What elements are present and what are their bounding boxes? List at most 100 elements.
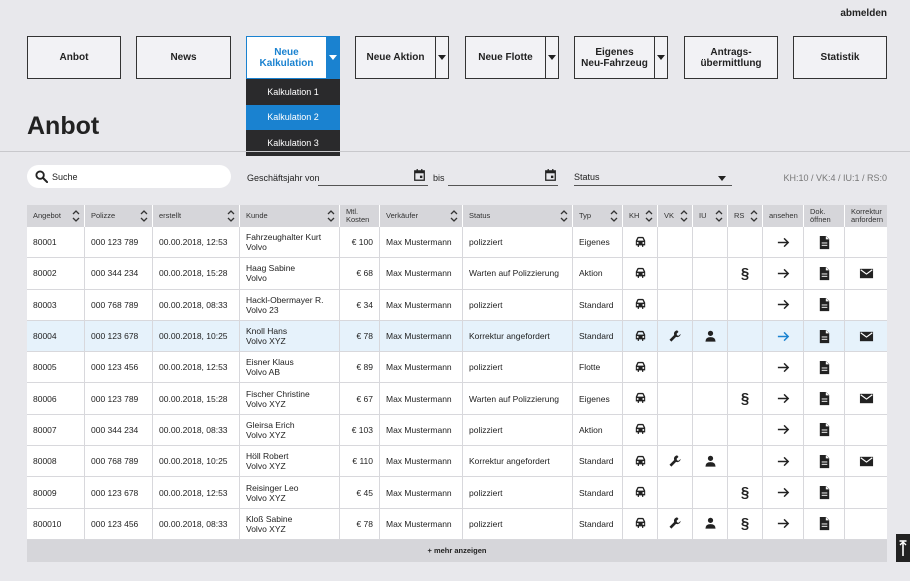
cell-kunde: Hackl-Obermayer R. Volvo 23	[240, 289, 340, 320]
table-row[interactable]: 80001 000 123 789 00.00.2018, 12:53 Fahrzeu…	[27, 227, 887, 259]
table-row[interactable]: 80006 000 123 789 00.00.2018, 15:28 Fischer…	[27, 383, 887, 415]
column-header-typ[interactable]: Typ	[573, 205, 623, 227]
chevron-down-icon[interactable]	[326, 37, 339, 78]
policy-number: 000 768 789	[91, 456, 139, 467]
column-header-angebot[interactable]: Angebot	[27, 205, 85, 227]
cell-ansehen[interactable]	[763, 477, 804, 508]
table-row[interactable]: 80007 000 344 234 00.00.2018, 08:33 Gleirsa…	[27, 414, 887, 447]
customer-name: Knoll Hans	[246, 326, 288, 337]
cell-dok[interactable]	[804, 227, 845, 258]
cell-erstellt: 00.00.2018, 12:53	[153, 352, 240, 383]
cell-vk	[658, 508, 693, 539]
cell-korrektur[interactable]	[845, 258, 887, 288]
sort-icon[interactable]	[680, 209, 688, 223]
sort-icon[interactable]	[610, 209, 618, 223]
table-row[interactable]: 800010 000 123 456 00.00.2018, 08:33 Kloß S…	[27, 508, 887, 540]
scroll-to-top-button[interactable]	[896, 534, 910, 562]
cell-kunde: Gleirsa Erich Volvo XYZ	[240, 414, 340, 446]
nav-label: Neue Flotte	[478, 52, 533, 63]
column-header-kunde[interactable]: Kunde	[240, 205, 340, 227]
sort-icon[interactable]	[72, 209, 80, 223]
dropdown-item-kalkulation-2[interactable]: Kalkulation 2	[246, 104, 340, 130]
cell-ansehen[interactable]	[763, 227, 804, 258]
cell-ansehen[interactable]	[763, 508, 804, 539]
calendar-icon[interactable]	[414, 169, 425, 181]
chevron-down-icon[interactable]	[435, 37, 448, 78]
cell-dok[interactable]	[804, 414, 845, 446]
cell-iu	[693, 446, 728, 477]
calendar-icon[interactable]	[545, 169, 556, 181]
sort-icon[interactable]	[140, 209, 148, 223]
cell-ansehen[interactable]	[763, 289, 804, 320]
cell-korrektur[interactable]	[845, 383, 887, 413]
nav-button-neue-aktion[interactable]: Neue Aktion	[355, 36, 449, 79]
table-row[interactable]: 80009 000 123 678 00.00.2018, 12:53 Reising…	[27, 477, 887, 509]
sort-icon[interactable]	[645, 209, 653, 223]
show-more-button[interactable]: + mehr anzeigen	[27, 539, 887, 562]
table-row[interactable]: 80008 000 768 789 00.00.2018, 10:25 Höll Ro…	[27, 446, 887, 478]
cell-ansehen[interactable]	[763, 320, 804, 352]
cell-erstellt: 00.00.2018, 12:53	[153, 477, 240, 508]
cell-ansehen[interactable]	[763, 383, 804, 414]
column-header-iu[interactable]: IU	[693, 205, 728, 227]
created-date: 00.00.2018, 08:33	[159, 518, 228, 529]
cell-dok[interactable]	[804, 258, 845, 289]
arrow-right-icon	[777, 300, 789, 310]
nav-button-eigenes-neu-fahrzeug[interactable]: Eigenes Neu-Fahrzeug	[574, 36, 668, 79]
cell-polizze: 000 123 456	[85, 352, 153, 383]
sort-icon[interactable]	[715, 209, 723, 223]
column-header-verkaeufer[interactable]: Verkäufer	[380, 205, 463, 227]
fiscal-year-to-input[interactable]	[448, 185, 558, 186]
sort-icon[interactable]	[450, 209, 458, 223]
sort-icon[interactable]	[750, 209, 758, 223]
nav-button-antragsuebermittlung[interactable]: Antrags- übermittlung	[684, 36, 778, 79]
cell-dok[interactable]	[804, 477, 845, 508]
fiscal-year-from-input[interactable]	[318, 185, 428, 186]
cell-ansehen[interactable]	[763, 414, 804, 446]
nav-button-news[interactable]: News	[136, 36, 231, 79]
column-header-polizze[interactable]: Polizze	[85, 205, 153, 227]
chevron-down-icon[interactable]	[545, 37, 558, 78]
nav-button-neue-kalkulation[interactable]: Neue Kalkulation	[246, 36, 340, 79]
cell-korrektur[interactable]	[845, 446, 887, 476]
column-header-vk[interactable]: VK	[658, 205, 693, 227]
column-header-rs[interactable]: RS	[728, 205, 763, 227]
column-header-status[interactable]: Status	[463, 205, 573, 227]
offer-number: 80002	[33, 268, 57, 279]
nav-button-statistik[interactable]: Statistik	[793, 36, 887, 79]
policy-number: 000 123 789	[91, 393, 139, 404]
cell-dok[interactable]	[804, 352, 845, 383]
cell-dok[interactable]	[804, 320, 845, 352]
nav-label: Antrags- übermittlung	[700, 46, 762, 69]
table-row[interactable]: 80002 000 344 234 00.00.2018, 15:28 Haag Sa…	[27, 258, 887, 290]
chevron-down-icon[interactable]	[654, 37, 667, 78]
table-row[interactable]: 80005 000 123 456 00.00.2018, 12:53 Eisner …	[27, 352, 887, 384]
sort-icon[interactable]	[560, 209, 568, 223]
column-header-kh[interactable]: KH	[623, 205, 658, 227]
column-header-erstellt[interactable]: erstellt	[153, 205, 240, 227]
cell-dok[interactable]	[804, 446, 845, 477]
status-select[interactable]: Status	[574, 172, 732, 186]
customer-name: Eisner Klaus	[246, 357, 294, 368]
nav-button-neue-flotte[interactable]: Neue Flotte	[465, 36, 559, 79]
cell-ansehen[interactable]	[763, 446, 804, 477]
logout-link[interactable]: abmelden	[840, 8, 887, 19]
sort-icon[interactable]	[327, 209, 335, 223]
cell-dok[interactable]	[804, 508, 845, 539]
monthly-cost: € 103	[351, 424, 373, 435]
nav-button-anbot[interactable]: Anbot	[27, 36, 121, 79]
table-row[interactable]: 80003 000 768 789 00.00.2018, 08:33 Hackl-O…	[27, 289, 887, 321]
cell-ansehen[interactable]	[763, 352, 804, 383]
cell-iu	[693, 414, 728, 446]
cell-dok[interactable]	[804, 383, 845, 414]
search-box[interactable]	[27, 165, 231, 188]
cell-korrektur	[845, 509, 887, 539]
dropdown-item-kalkulation-1[interactable]: Kalkulation 1	[246, 79, 340, 105]
search-input[interactable]	[52, 171, 212, 182]
cell-korrektur[interactable]	[845, 321, 887, 351]
cell-ansehen[interactable]	[763, 258, 804, 289]
sort-icon[interactable]	[227, 209, 235, 223]
document-icon	[819, 329, 829, 343]
table-row[interactable]: 80004 000 123 678 00.00.2018, 10:25 Knoll H…	[27, 320, 887, 353]
cell-dok[interactable]	[804, 289, 845, 320]
